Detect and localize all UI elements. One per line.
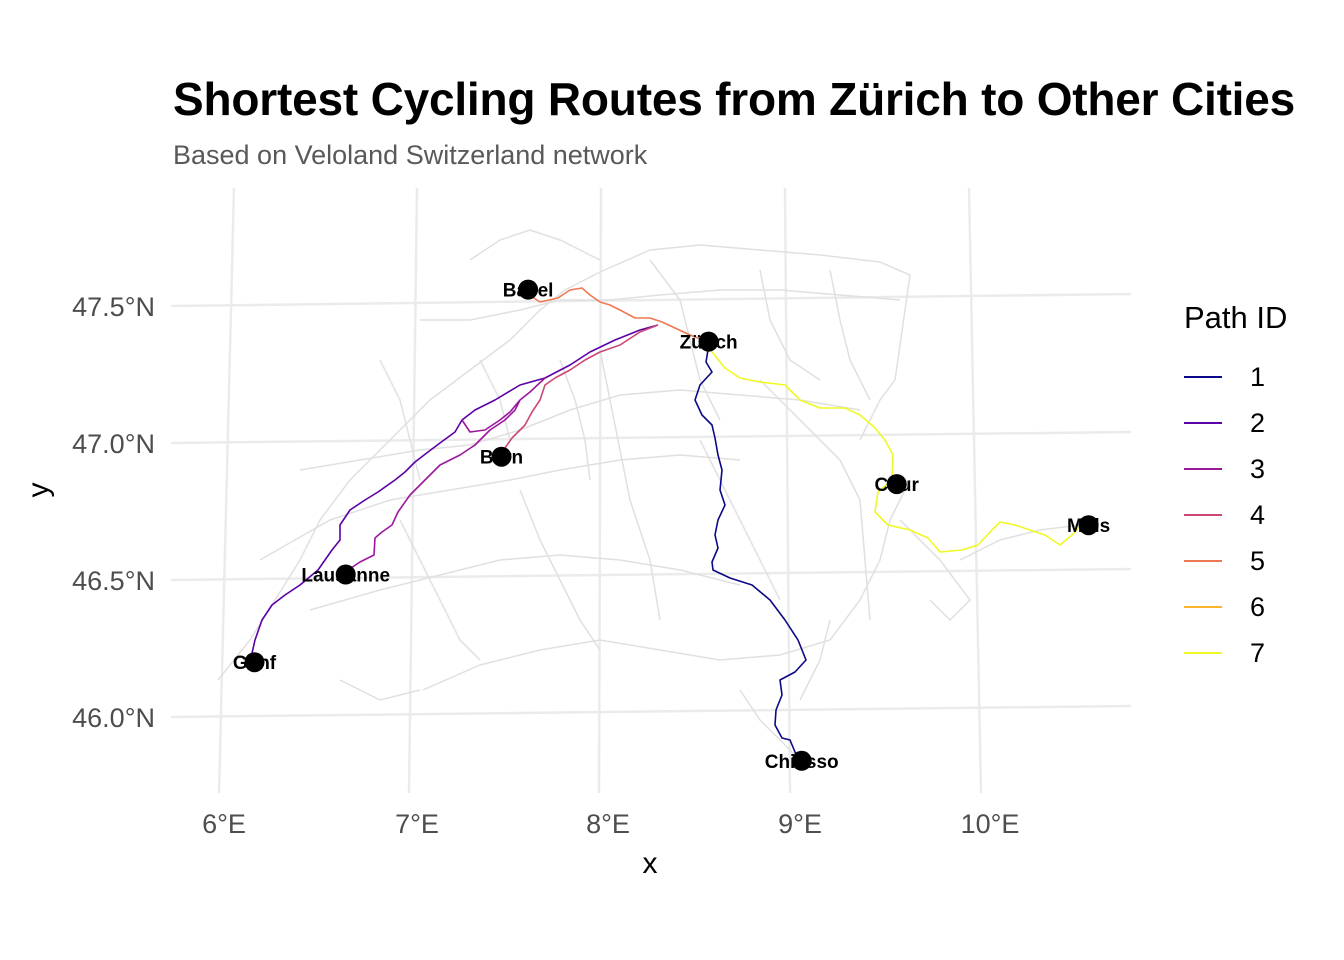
legend-swatch [1184,422,1222,424]
city-point [335,564,356,585]
y-axis-title: y [22,483,55,498]
route-path-3 [339,377,546,579]
graticule [170,187,1132,794]
city-label: Genf [233,653,277,674]
legend-swatch [1184,560,1222,562]
route-path-1 [694,339,807,764]
legend-item: 3 [1184,446,1287,492]
legend-items: 1 2 3 4 5 6 7 [1184,354,1287,676]
grid-lat-460 [170,704,1132,719]
y-axis-ticks: 47.5°N 47.0°N 46.5°N 46.0°N [72,292,155,733]
grid-lat-475 [170,292,1132,308]
legend-swatch [1184,376,1222,378]
grid-lon-10 [967,187,983,794]
x-tick: 6°E [202,809,246,839]
x-axis-title: x [643,847,658,880]
cities: Zürich Basel Bern Lausanne Genf Chur Müls Chias… [233,279,1110,773]
y-tick: 46.5°N [72,566,155,596]
legend-label: 3 [1250,453,1266,484]
legend-title: Path ID [1184,300,1288,335]
grid-lat-465 [170,567,1132,582]
city-label: Zürich [680,333,738,354]
x-tick: 9°E [778,809,822,839]
x-axis-ticks: 6°E 7°E 8°E 9°E 10°E [202,809,1019,839]
city-label: Müls [1067,516,1110,537]
city-label: Basel [503,281,554,302]
grid-lon-6 [217,187,236,794]
legend-item: 1 [1184,354,1287,400]
y-tick: 47.5°N [72,292,155,322]
route-path-5 [524,287,704,341]
legend-label: 2 [1250,407,1266,438]
city-label: Lausanne [301,566,390,587]
chart-title: Shortest Cycling Routes from Zürich to O… [173,73,1296,125]
city-point [886,474,907,495]
city-label: Chiasso [765,752,839,773]
legend-label: 4 [1250,499,1266,530]
legend-swatch [1184,606,1222,608]
city-point [518,279,539,300]
route-path-2 [249,324,659,663]
legend: Path ID 1 2 3 4 5 6 7 [1184,300,1287,676]
legend-swatch [1184,468,1222,470]
city-point [491,446,512,467]
x-tick: 8°E [586,809,630,839]
background-network [217,229,1081,761]
legend-swatch [1184,514,1222,516]
city-point [791,750,812,771]
chart-subtitle: Based on Veloland Switzerland network [173,140,648,170]
routes [249,287,1086,764]
city-label: Chur [875,475,920,496]
legend-item: 6 [1184,584,1287,630]
legend-item: 7 [1184,630,1287,676]
city-point [244,652,265,673]
grid-lon-7 [407,187,419,794]
legend-swatch [1184,652,1222,654]
legend-item: 2 [1184,400,1287,446]
y-tick: 47.0°N [72,429,155,459]
grid-lon-8 [597,187,603,794]
legend-label: 5 [1250,545,1266,576]
city-point [698,331,719,352]
x-tick: 10°E [961,809,1020,839]
y-tick: 46.0°N [72,703,155,733]
x-tick: 7°E [395,809,439,839]
city-label: Bern [480,448,523,469]
route-path-7 [702,339,1086,553]
grid-lon-9 [783,187,792,794]
legend-label: 7 [1250,637,1266,668]
grid-lat-470 [170,430,1132,445]
city-point [1078,515,1099,536]
legend-label: 1 [1250,361,1266,392]
legend-label: 6 [1250,591,1266,622]
route-path-4 [497,324,659,461]
legend-item: 5 [1184,538,1287,584]
legend-item: 4 [1184,492,1287,538]
